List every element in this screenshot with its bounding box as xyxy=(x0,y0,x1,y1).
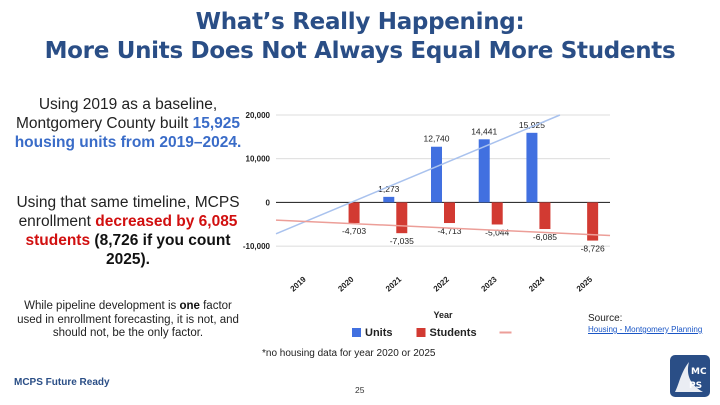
students-bar xyxy=(444,202,455,224)
housing-summary-text: Using 2019 as a baseline, Montgomery Cou… xyxy=(15,96,218,132)
x-tick-label: 2019 xyxy=(289,274,309,293)
source-link[interactable]: Housing - Montgomery Planning xyxy=(588,325,703,334)
x-tick-label: 2021 xyxy=(384,274,404,293)
mcps-logo: MC PS xyxy=(670,355,710,397)
flame-icon xyxy=(675,362,703,392)
housing-summary: Using 2019 as a baseline, Montgomery Cou… xyxy=(12,95,244,152)
students-bar xyxy=(491,202,503,225)
logo-ps: PS xyxy=(689,381,702,391)
y-tick-label: 0 xyxy=(266,198,271,207)
y-tick-label: 10,000 xyxy=(246,155,271,164)
source-label: Source: xyxy=(588,313,623,324)
units-data-label: 15,925 xyxy=(519,120,545,130)
units-bar xyxy=(478,139,490,203)
title-line-2: More Units Does Not Always Equal More St… xyxy=(44,38,676,64)
logo-mc: MC xyxy=(691,367,707,377)
x-tick-label: 2022 xyxy=(432,274,452,293)
enrollment-summary-text: Using that same timeline, MCPS enrollmen… xyxy=(16,194,240,230)
legend-units-swatch xyxy=(352,328,361,337)
students-data-label: -6,085 xyxy=(533,232,557,242)
footer-brand: MCPS Future Ready xyxy=(14,377,110,388)
x-tick-label: 2024 xyxy=(527,274,547,293)
pipeline-note-emphasis: one xyxy=(179,300,200,312)
students-data-label: -4,703 xyxy=(342,226,366,236)
x-axis-label: Year xyxy=(433,310,453,320)
footnote: *no housing data for year 2020 or 2025 xyxy=(262,348,436,359)
students-bar xyxy=(348,202,360,223)
legend-students-label: Students xyxy=(430,327,477,339)
slide-title: What’s Really Happening: More Units Does… xyxy=(0,8,720,66)
students-data-label: -5,044 xyxy=(485,227,509,237)
legend-students-swatch xyxy=(416,328,426,337)
x-tick-label: 2025 xyxy=(575,274,595,293)
enrollment-decrease-highlight: decreased by 6,085 students xyxy=(25,213,238,249)
students-trendline xyxy=(275,219,611,237)
units-trendline xyxy=(275,114,561,235)
units-bar xyxy=(526,132,538,203)
units-data-label: 14,441 xyxy=(471,126,497,136)
units-data-label: 1,273 xyxy=(378,184,400,194)
pipeline-note-c: factor used in enrollment forecasting, i… xyxy=(17,300,239,339)
source-block: Source: Housing - Montgomery Planning xyxy=(588,313,702,334)
students-bar xyxy=(587,202,599,241)
y-tick-label: 20,000 xyxy=(246,111,271,120)
pipeline-note-a: While pipeline development is xyxy=(24,300,177,312)
y-tick-label: -10,000 xyxy=(243,242,271,251)
pipeline-note: While pipeline development is one factor… xyxy=(12,300,244,341)
enrollment-2025-note: (8,726 if you count 2025). xyxy=(94,232,231,268)
enrollment-summary: Using that same timeline, MCPS enrollmen… xyxy=(12,193,244,269)
students-bar xyxy=(539,202,551,230)
units-bar xyxy=(383,196,395,203)
units-vs-students-chart: 20,000 10,000 0 -10,000 1,273 12,740 14,441 15,… xyxy=(243,111,611,339)
page-number: 25 xyxy=(355,385,365,395)
students-data-label: -4,713 xyxy=(437,226,461,236)
students-data-label: -8,726 xyxy=(581,244,605,254)
students-data-label: -7,035 xyxy=(390,236,414,246)
x-tick-label: 2023 xyxy=(479,274,499,293)
x-tick-label: 2020 xyxy=(336,274,356,293)
housing-units-highlight: 15,925 housing units from 2019–2024. xyxy=(14,115,242,151)
students-bar xyxy=(396,202,408,234)
title-line-1: What’s Really Happening: xyxy=(195,9,525,35)
units-data-label: 12,740 xyxy=(424,134,450,144)
legend-units-label: Units xyxy=(365,327,393,339)
units-bar xyxy=(431,146,442,203)
